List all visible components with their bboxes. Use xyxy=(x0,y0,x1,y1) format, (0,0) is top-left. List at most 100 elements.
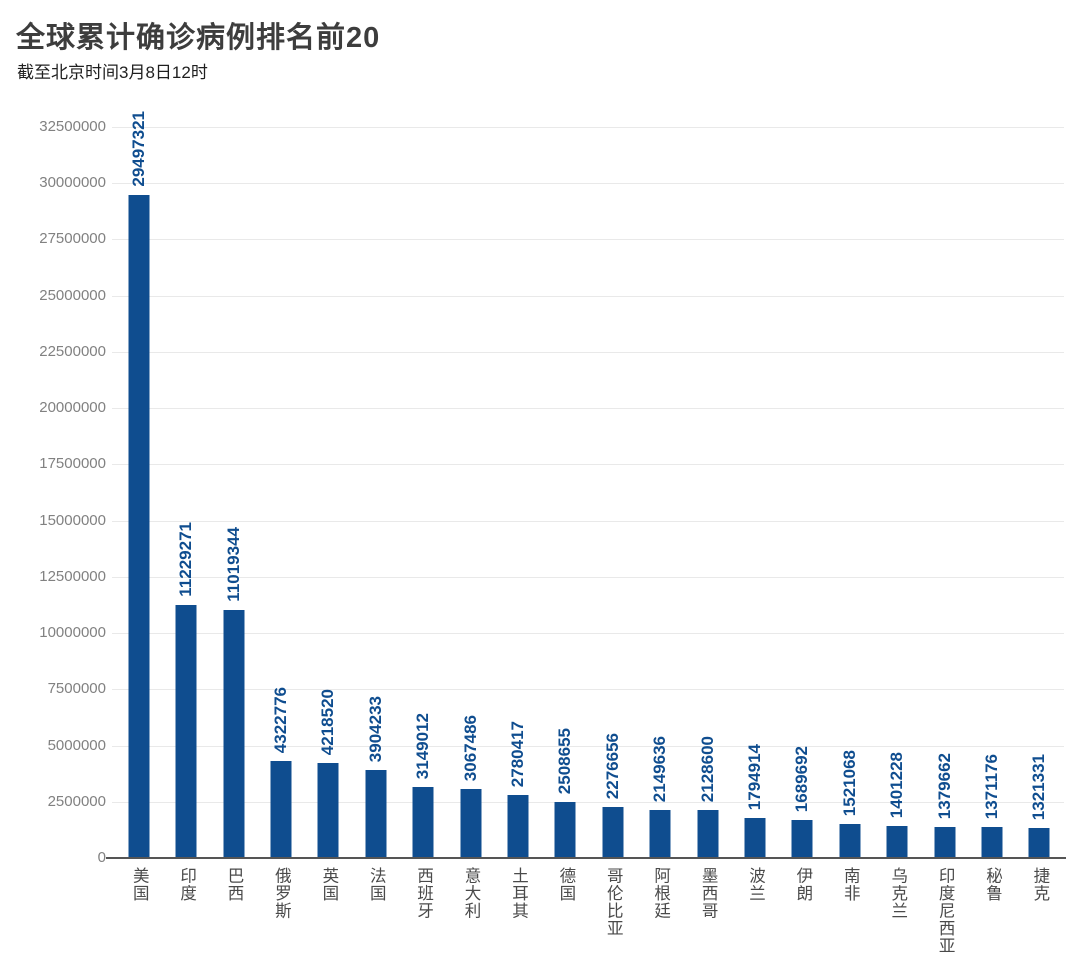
bar xyxy=(602,807,624,858)
bar-column: 29497321 美国 xyxy=(115,111,162,902)
y-axis-tick-label: 17500000 xyxy=(39,455,106,473)
y-axis-tick-label: 25000000 xyxy=(39,286,106,304)
bar xyxy=(839,824,861,858)
bar-value-label: 3067486 xyxy=(460,714,480,781)
y-axis-tick-label: 5000000 xyxy=(47,736,106,754)
gridline xyxy=(112,351,1064,353)
x-axis-category-label: 印度 xyxy=(177,867,196,902)
gridline xyxy=(112,633,1064,635)
bar-value-label: 11229271 xyxy=(176,522,196,597)
bar-column: 3067486 意大利 xyxy=(447,127,494,920)
x-axis-category-label: 南非 xyxy=(841,867,860,902)
bar-value-label: 2508655 xyxy=(555,727,575,794)
x-axis-category-label: 巴西 xyxy=(225,867,244,902)
chart-title: 全球累计确诊病例排名前20 xyxy=(16,22,381,54)
x-axis-category-label: 捷克 xyxy=(1030,867,1049,902)
bar-column: 2128600 墨西哥 xyxy=(684,127,731,920)
x-axis-category-label: 俄罗斯 xyxy=(272,867,291,920)
x-axis-category-label: 秘鲁 xyxy=(983,867,1002,902)
bar-value-label: 1401228 xyxy=(887,751,907,818)
bar-value-label: 1794914 xyxy=(744,743,764,810)
bar-column: 11019344 巴西 xyxy=(210,127,257,902)
bar xyxy=(507,795,529,858)
x-axis-category-label: 伊朗 xyxy=(793,867,812,902)
bar xyxy=(1028,828,1050,858)
bar xyxy=(365,770,387,858)
plot-area: 29497321 美国 11229271 印度 11019344 巴西 4322776 俄罗斯… xyxy=(115,111,1063,955)
x-axis-category-label: 英国 xyxy=(319,867,338,902)
bar xyxy=(460,789,482,858)
bar-column: 2276656 哥伦比亚 xyxy=(589,127,636,937)
y-axis-tick-label: 20000000 xyxy=(39,399,106,417)
bar-value-label: 1321331 xyxy=(1029,753,1049,820)
bar xyxy=(317,763,339,858)
bar-column: 2149636 阿根廷 xyxy=(636,127,683,920)
bar xyxy=(175,605,197,858)
bar-column: 1794914 波兰 xyxy=(731,127,778,902)
bar-column: 3149012 西班牙 xyxy=(399,127,446,920)
gridline xyxy=(112,239,1064,241)
y-axis-tick-label: 22500000 xyxy=(39,342,106,360)
bar-column: 1371176 秘鲁 xyxy=(968,127,1015,902)
bar-value-label: 3904233 xyxy=(365,695,385,762)
gridline xyxy=(112,576,1064,578)
gridline xyxy=(112,801,1064,803)
bar xyxy=(554,802,576,858)
bar-value-label: 4218520 xyxy=(318,688,338,755)
bar xyxy=(649,810,671,858)
bar-value-label: 2276656 xyxy=(602,732,622,799)
y-axis-tick-label: 32500000 xyxy=(39,118,106,135)
bar xyxy=(744,818,766,858)
bar-column: 1379662 印度尼西亚 xyxy=(921,127,968,955)
y-axis-tick-label: 0 xyxy=(97,849,106,866)
chart-subtitle: 截至北京时间3月8日12时 xyxy=(17,63,208,82)
bar-column: 1401228 乌克兰 xyxy=(874,127,921,920)
bar-value-label: 29497321 xyxy=(128,111,148,187)
y-axis-tick-label: 27500000 xyxy=(39,230,106,248)
bar xyxy=(886,826,908,858)
y-axis-tick-label: 15000000 xyxy=(39,511,106,529)
gridline xyxy=(112,408,1064,410)
gridline xyxy=(112,295,1064,297)
x-axis-category-label: 法国 xyxy=(367,867,386,902)
x-axis-category-label: 西班牙 xyxy=(414,867,433,920)
gridline xyxy=(112,520,1064,522)
bar xyxy=(934,827,956,858)
x-axis-category-label: 土耳其 xyxy=(509,867,528,920)
bar-column: 4322776 俄罗斯 xyxy=(257,127,304,920)
bar-value-label: 11019344 xyxy=(223,527,243,602)
gridline xyxy=(112,464,1064,466)
x-axis-category-label: 美国 xyxy=(130,867,149,902)
bar-column: 2508655 德国 xyxy=(542,127,589,902)
bar-column: 4218520 英国 xyxy=(305,127,352,902)
gridline xyxy=(112,745,1064,747)
bar xyxy=(223,610,245,858)
bar-value-label: 2149636 xyxy=(650,735,670,802)
y-axis-tick-label: 2500000 xyxy=(47,792,106,810)
bar xyxy=(981,827,1003,858)
x-axis-category-label: 德国 xyxy=(556,867,575,902)
bar xyxy=(128,195,150,858)
bar xyxy=(412,787,434,858)
y-axis-tick-label: 10000000 xyxy=(39,624,106,642)
bar xyxy=(697,810,719,858)
bar xyxy=(791,820,813,858)
x-axis-category-label: 印度尼西亚 xyxy=(936,867,955,955)
bar-column: 2780417 土耳其 xyxy=(494,127,541,920)
bar-value-label: 1521068 xyxy=(839,749,859,816)
bar-value-label: 1371176 xyxy=(982,753,1002,819)
x-axis-category-label: 墨西哥 xyxy=(699,867,718,920)
bar xyxy=(270,761,292,858)
x-axis-category-label: 阿根廷 xyxy=(651,867,670,920)
x-axis-category-label: 哥伦比亚 xyxy=(604,867,623,937)
gridline xyxy=(112,127,1064,128)
bar-column: 1521068 南非 xyxy=(826,127,873,902)
bar-column: 3904233 法国 xyxy=(352,127,399,902)
x-axis-line xyxy=(106,857,1066,859)
bar-value-label: 3149012 xyxy=(413,712,433,779)
bar-column: 1689692 伊朗 xyxy=(779,127,826,902)
bar-value-label: 1379662 xyxy=(934,752,954,819)
x-axis-category-label: 波兰 xyxy=(746,867,765,902)
bar-value-label: 4322776 xyxy=(270,686,290,753)
y-axis-tick-label: 30000000 xyxy=(39,174,106,192)
